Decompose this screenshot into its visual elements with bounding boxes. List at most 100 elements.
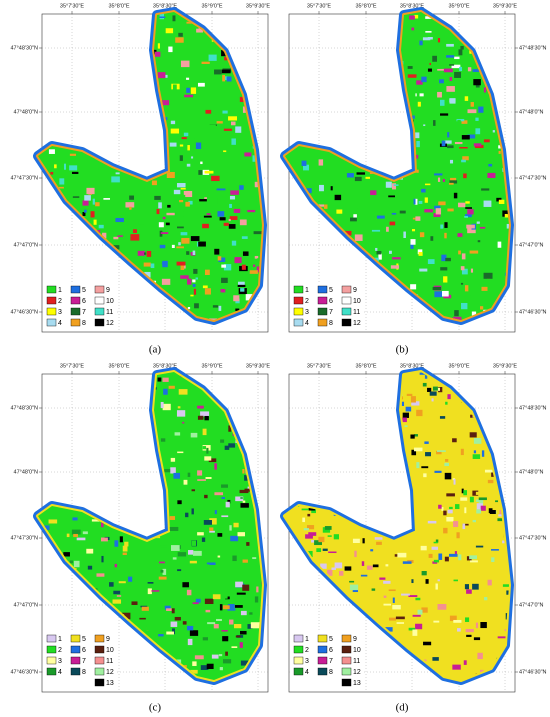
patch xyxy=(58,461,66,467)
patch xyxy=(475,117,479,121)
patch xyxy=(473,143,482,147)
legend-label: 9 xyxy=(106,636,110,643)
patch xyxy=(327,262,337,268)
patch xyxy=(421,188,426,193)
patch xyxy=(223,222,229,226)
patch xyxy=(121,679,126,680)
patch xyxy=(391,642,397,648)
patch xyxy=(372,75,376,77)
patch xyxy=(318,536,325,543)
patch xyxy=(198,241,206,247)
patch xyxy=(204,269,210,276)
patch xyxy=(161,100,170,106)
patch xyxy=(227,608,236,611)
patch xyxy=(461,268,468,275)
patch xyxy=(323,30,329,33)
patch xyxy=(83,480,90,484)
legend-swatch xyxy=(46,285,57,294)
patch xyxy=(148,676,154,679)
patch xyxy=(180,263,185,271)
legend-swatch xyxy=(293,318,304,327)
patch xyxy=(65,393,72,399)
patch xyxy=(113,590,121,595)
patch xyxy=(185,512,189,518)
patch xyxy=(203,12,210,14)
patch xyxy=(453,579,458,582)
patch xyxy=(506,590,509,595)
patch xyxy=(375,390,382,392)
legend-label: 4 xyxy=(58,669,62,676)
patch xyxy=(129,442,133,446)
patch xyxy=(315,597,322,603)
patch xyxy=(388,617,396,621)
patch xyxy=(461,488,464,494)
patch xyxy=(65,387,72,393)
patch xyxy=(221,497,226,499)
patch xyxy=(494,620,500,624)
patch xyxy=(197,405,204,409)
patch xyxy=(81,423,90,428)
patch xyxy=(353,61,357,63)
legend-label: 1 xyxy=(305,287,309,294)
patch xyxy=(96,272,103,279)
patch xyxy=(83,22,87,27)
patch xyxy=(450,177,457,182)
lon-label: 35°9'0"E xyxy=(448,3,469,9)
patch xyxy=(309,461,313,464)
patch xyxy=(483,139,490,143)
patch xyxy=(379,577,386,580)
patch xyxy=(239,489,249,494)
patch xyxy=(432,286,442,291)
patch xyxy=(479,306,484,310)
patch xyxy=(187,625,194,631)
patch xyxy=(204,197,207,199)
legend-label: 1 xyxy=(305,636,309,643)
patch xyxy=(458,49,463,56)
patch xyxy=(38,629,42,632)
patch xyxy=(502,210,509,217)
patch xyxy=(254,255,259,259)
patch xyxy=(48,623,53,630)
patch xyxy=(186,77,190,80)
patch xyxy=(408,595,418,598)
legend-swatch xyxy=(293,307,304,316)
patch xyxy=(55,78,61,84)
patch xyxy=(359,485,367,490)
patch xyxy=(391,478,400,485)
patch xyxy=(308,507,316,511)
patch xyxy=(455,504,460,510)
legend-label: 7 xyxy=(82,309,86,316)
patch xyxy=(203,520,212,525)
patch xyxy=(491,17,496,20)
patch xyxy=(132,427,138,431)
lon-label: 35°9'30"E xyxy=(246,3,270,9)
patch xyxy=(177,406,181,409)
patch xyxy=(339,31,343,38)
legend-swatch xyxy=(317,285,328,294)
lon-label: 35°8'30"E xyxy=(153,3,177,9)
patch xyxy=(228,116,238,121)
patch xyxy=(264,24,267,27)
patch xyxy=(151,522,160,527)
patch xyxy=(476,503,483,510)
patch xyxy=(392,297,398,301)
patch xyxy=(195,277,198,280)
patch xyxy=(445,257,451,262)
legend-swatch xyxy=(341,296,352,305)
patch xyxy=(322,41,329,44)
patch xyxy=(230,190,239,195)
patch xyxy=(336,209,343,214)
patch xyxy=(354,208,358,211)
patch xyxy=(117,506,126,512)
patch xyxy=(232,555,237,562)
patch xyxy=(306,80,315,85)
patch xyxy=(53,479,62,486)
patch xyxy=(449,98,456,103)
patch xyxy=(351,29,359,34)
patch xyxy=(166,608,172,611)
patch xyxy=(214,69,222,75)
patch xyxy=(498,199,505,204)
patch xyxy=(328,551,337,554)
patch xyxy=(356,172,366,175)
patch xyxy=(440,113,449,116)
